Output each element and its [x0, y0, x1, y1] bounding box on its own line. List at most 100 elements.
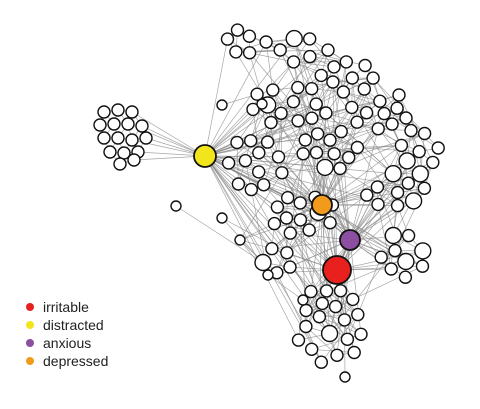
network-edge [344, 319, 346, 378]
legend-swatch-anxious [26, 339, 34, 347]
network-nodes [93, 23, 445, 383]
network-node [337, 313, 352, 327]
network-node [283, 226, 297, 240]
network-node [327, 147, 341, 161]
network-node [293, 196, 307, 210]
network-node [309, 145, 324, 160]
network-edge [339, 168, 351, 241]
network-edge [204, 155, 299, 341]
network-node [231, 177, 246, 191]
network-node [216, 212, 228, 224]
network-edge [204, 38, 295, 157]
network-node [274, 106, 288, 121]
network-node [305, 342, 319, 356]
network-edge [317, 133, 358, 148]
network-node [359, 105, 374, 120]
network-node [411, 165, 429, 183]
node-irritable [322, 255, 352, 285]
network-node [323, 215, 337, 230]
network-node [244, 182, 259, 197]
node-depressed [311, 194, 333, 216]
network-edge [305, 239, 351, 327]
network-node [170, 200, 182, 212]
network-node [350, 140, 365, 155]
network-node [345, 100, 359, 115]
network-node [321, 43, 335, 57]
network-node [319, 106, 333, 120]
network-node [373, 94, 387, 108]
network-node [238, 153, 253, 168]
network-node [250, 87, 264, 101]
network-node [135, 119, 149, 133]
network-node [374, 250, 388, 264]
network-node [371, 122, 385, 136]
network-node [273, 43, 287, 57]
network-node [384, 164, 402, 183]
node-distracted [193, 144, 217, 168]
network-edge [336, 186, 378, 271]
network-node [315, 296, 329, 311]
network-edge [349, 128, 379, 241]
network-edge [131, 111, 206, 157]
network-node [336, 85, 351, 99]
network-edge [204, 41, 267, 157]
network-node [262, 269, 274, 281]
network-node [216, 99, 228, 111]
network-node [139, 131, 153, 145]
network-node [412, 144, 426, 159]
network-edge [249, 52, 294, 63]
network-edge [352, 265, 423, 300]
network-node [229, 45, 243, 59]
network-node [230, 135, 244, 150]
network-node [234, 234, 246, 246]
network-node [103, 145, 117, 159]
network-node [401, 228, 416, 243]
network-node [384, 226, 402, 245]
network-edge [204, 155, 394, 175]
network-node [397, 252, 415, 271]
network-node [256, 98, 268, 110]
network-edge [336, 239, 351, 356]
network-node [366, 71, 380, 85]
node-anxious [339, 229, 361, 251]
network-node [246, 102, 260, 117]
network-edge [263, 184, 338, 271]
network-node [310, 127, 325, 141]
network-edge [204, 121, 358, 157]
network-node [125, 105, 139, 119]
network-edge [228, 162, 264, 186]
network-node [270, 200, 285, 214]
network-node [299, 303, 313, 318]
network-node [297, 294, 309, 306]
network-node [314, 355, 328, 369]
network-node [390, 198, 405, 213]
network-edge [339, 133, 425, 169]
network-node [319, 284, 334, 298]
network-node [347, 345, 361, 360]
network-edge [204, 39, 228, 157]
network-edge [297, 87, 323, 206]
legend-item-distracted: distracted [26, 316, 108, 334]
network-edge [236, 142, 239, 185]
network-node [345, 71, 359, 85]
network-node [305, 111, 319, 125]
network-node [357, 82, 371, 96]
network-node [360, 188, 374, 202]
network-node [291, 333, 306, 347]
network-node [370, 180, 385, 194]
legend-swatch-irritable [26, 303, 34, 311]
network-edge [315, 66, 335, 105]
network-node [259, 35, 273, 49]
network-node [388, 243, 402, 258]
network-node [111, 131, 125, 145]
network-node [385, 117, 399, 131]
network-node [394, 138, 409, 153]
network-node [327, 60, 341, 74]
network-node [111, 103, 125, 117]
network-node [93, 118, 107, 132]
network-edge [204, 155, 407, 262]
network-edge [175, 205, 264, 263]
network-node [264, 115, 278, 130]
network-node [260, 135, 275, 149]
